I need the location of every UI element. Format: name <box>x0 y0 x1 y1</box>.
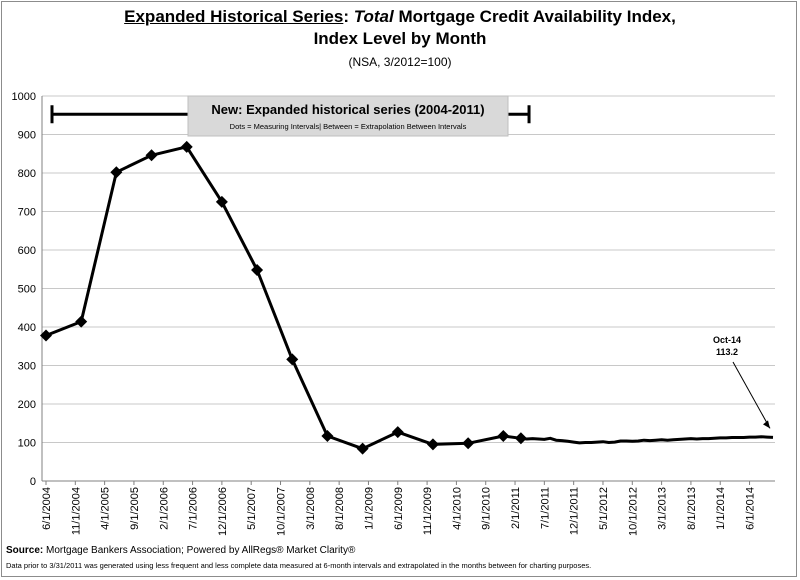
x-tick-label: 7/1/2011 <box>539 487 551 529</box>
chart-title-total: Total <box>353 7 394 26</box>
x-tick-label: 1/1/2009 <box>363 487 375 530</box>
data-point-marker <box>356 442 369 455</box>
data-point-marker <box>145 149 158 162</box>
x-tick-label: 7/1/2006 <box>188 487 200 530</box>
data-point-marker <box>110 166 123 179</box>
x-tick-label: 11/1/2004 <box>70 487 82 535</box>
x-tick-label: 8/1/2008 <box>334 487 346 530</box>
source-line: Source: Mortgage Bankers Association; Po… <box>6 545 355 556</box>
y-tick-label: 800 <box>18 168 36 180</box>
y-tick-label: 200 <box>18 399 36 411</box>
banner-box <box>187 95 509 137</box>
data-point-marker <box>514 432 527 445</box>
chart-title-series: Expanded Historical Series <box>124 7 344 26</box>
y-tick-label: 600 <box>18 245 36 257</box>
data-point-marker <box>40 329 52 342</box>
callout-value: 113.2 <box>716 347 738 357</box>
x-tick-label: 1/1/2014 <box>715 487 727 530</box>
banner-title: New: Expanded historical series (2004-20… <box>211 102 484 117</box>
x-tick-label: 11/1/2009 <box>422 487 434 535</box>
y-tick-label: 400 <box>18 322 36 334</box>
source-text: Mortgage Bankers Association; Powered by… <box>43 545 356 556</box>
x-tick-label: 3/1/2008 <box>305 487 317 530</box>
y-tick-label: 900 <box>18 130 36 142</box>
x-tick-label: 10/1/2012 <box>627 487 639 536</box>
callout-arrow-head <box>763 420 770 429</box>
data-point-marker <box>462 437 475 450</box>
x-tick-label: 4/1/2005 <box>100 487 112 530</box>
callout-arrow-line <box>732 361 771 429</box>
data-point-marker <box>251 264 264 277</box>
y-tick-label: 300 <box>18 361 36 373</box>
x-tick-label: 12/1/2006 <box>217 487 229 536</box>
chart-subtitle: (NSA, 3/2012=100) <box>348 55 452 69</box>
x-tick-label: 2/1/2006 <box>158 487 170 530</box>
x-tick-label: 5/1/2007 <box>246 487 258 530</box>
chart-title-colon: : <box>343 7 354 26</box>
chart-title-line-2: Index Level by Month <box>313 29 487 48</box>
y-tick-label: 0 <box>30 476 36 488</box>
y-tick-label: 700 <box>18 207 36 219</box>
data-point-marker <box>215 195 228 208</box>
x-tick-label: 2/1/2011 <box>510 487 522 529</box>
chart-title-line-1: Expanded Historical Series: Total Mortga… <box>0 7 800 27</box>
x-tick-label: 9/1/2005 <box>129 487 141 530</box>
y-tick-label: 500 <box>18 284 36 296</box>
source-label: Source: <box>6 545 44 556</box>
series-line <box>45 145 774 451</box>
x-tick-label: 9/1/2010 <box>481 487 493 530</box>
x-tick-label: 8/1/2013 <box>686 487 698 530</box>
x-tick-label: 3/1/2013 <box>657 487 669 530</box>
data-point-marker <box>391 426 404 439</box>
callout-label: Oct-14 <box>713 335 741 345</box>
x-tick-label: 4/1/2010 <box>451 487 463 530</box>
banner-subtitle: Dots = Measuring Intervals| Between = Ex… <box>230 122 467 131</box>
data-point-marker <box>180 140 193 153</box>
x-tick-label: 12/1/2011 <box>569 487 581 535</box>
x-tick-label: 10/1/2007 <box>276 487 288 536</box>
y-tick-label: 1000 <box>12 91 36 103</box>
x-tick-label: 5/1/2012 <box>598 487 610 530</box>
x-tick-label: 6/1/2009 <box>393 487 405 530</box>
data-point-marker <box>321 429 334 442</box>
data-note: Data prior to 3/31/2011 was generated us… <box>6 561 592 570</box>
y-tick-label: 100 <box>18 438 36 450</box>
chart-title-rest: Mortgage Credit Availability Index, <box>393 7 676 26</box>
data-point-marker <box>426 438 439 451</box>
x-tick-label: 6/1/2004 <box>41 487 53 530</box>
x-tick-label: 6/1/2014 <box>745 487 757 530</box>
data-point-marker <box>497 429 510 442</box>
data-point-marker <box>75 315 88 328</box>
data-point-marker <box>286 353 299 366</box>
